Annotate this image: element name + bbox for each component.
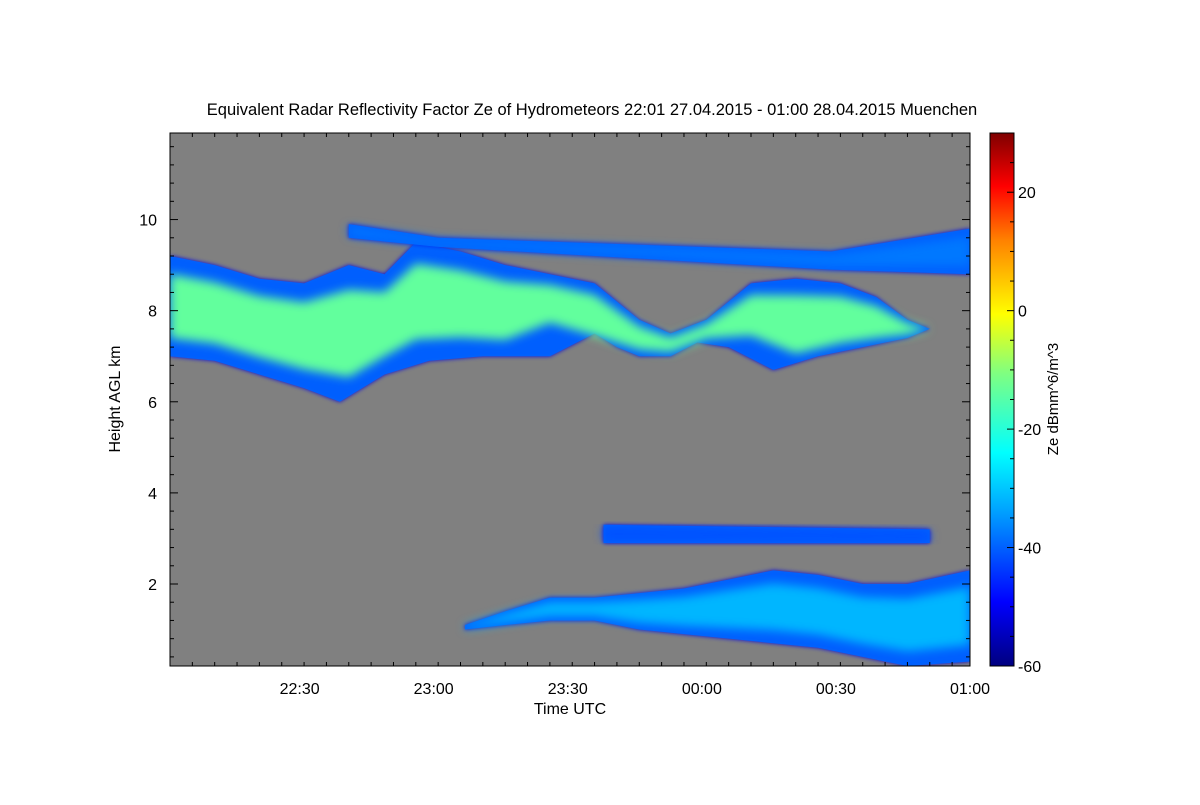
x-tick-label: 01:00 xyxy=(950,681,990,698)
plot-frame xyxy=(169,132,971,667)
colorbar-label: Ze dBmm^6/m^3 xyxy=(1045,343,1062,455)
y-tick-label: 4 xyxy=(148,486,157,503)
x-tick-label: 23:30 xyxy=(548,681,588,698)
cloud-layer xyxy=(603,524,930,543)
y-tick-label: 2 xyxy=(148,577,157,594)
colorbar-tick-label: -40 xyxy=(1018,541,1041,558)
colorbar-axis: -60 -40 -20 0 20 xyxy=(1007,132,1041,676)
cloud-layer xyxy=(170,242,930,402)
colorbar-tick-label: 0 xyxy=(1018,304,1027,321)
colorbar-tick-label: -60 xyxy=(1018,659,1041,676)
y-tick-label: 6 xyxy=(148,395,157,412)
x-tick-label: 22:30 xyxy=(280,681,320,698)
x-axis-label: Time UTC xyxy=(534,701,606,718)
x-tick-label: 00:00 xyxy=(682,681,722,698)
plot-area xyxy=(169,132,971,667)
x-tick-label: 00:30 xyxy=(816,681,856,698)
cloud-layer xyxy=(348,224,970,275)
reflectivity-field xyxy=(170,224,970,666)
y-tick-label: 10 xyxy=(139,213,157,230)
x-axis: 22:30 23:00 23:30 00:00 00:30 01:00 xyxy=(169,133,990,698)
cloud-layer xyxy=(464,570,970,666)
x-tick-label: 23:00 xyxy=(414,681,454,698)
y-axis-label: Height AGL km xyxy=(107,345,124,452)
y-tick-label: 8 xyxy=(148,304,157,321)
chart-title: Equivalent Radar Reflectivity Factor Ze … xyxy=(207,101,977,119)
colorbar-tick-label: 20 xyxy=(1018,185,1036,202)
y-axis: 2 4 6 8 10 xyxy=(139,146,970,658)
colorbar-tick-label: -20 xyxy=(1018,422,1041,439)
